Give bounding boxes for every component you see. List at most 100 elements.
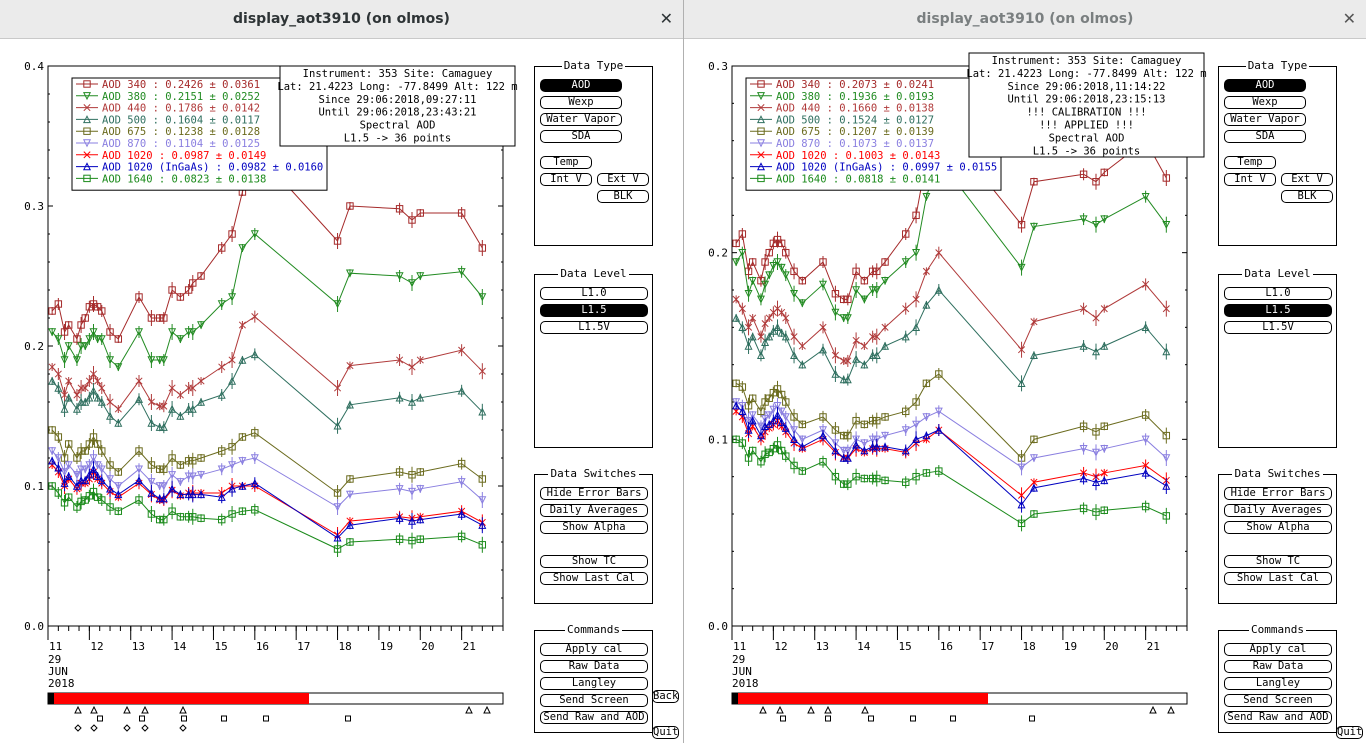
series-line <box>735 401 1167 468</box>
data-point <box>872 351 881 360</box>
data-point <box>839 480 848 488</box>
show-last-cal-button[interactable]: Show Last Cal <box>540 572 648 585</box>
data-point <box>457 209 466 217</box>
int-v-button[interactable]: Int V <box>1224 173 1276 186</box>
ext-v-button[interactable]: Ext V <box>597 173 649 186</box>
data-point <box>176 335 185 344</box>
raw-data-button[interactable]: Raw Data <box>540 660 648 673</box>
hide-error-bars-button[interactable]: Hide Error Bars <box>1224 487 1332 500</box>
hide-error-bars-button[interactable]: Hide Error Bars <box>540 487 648 500</box>
blk-button[interactable]: BLK <box>597 190 649 203</box>
back-button[interactable]: Back <box>652 690 679 703</box>
data-point <box>852 267 860 276</box>
legend-marker <box>757 104 765 112</box>
data-point <box>228 461 237 470</box>
l10-button[interactable]: L1.0 <box>540 287 648 300</box>
wexp-button[interactable]: Wexp <box>1224 96 1306 109</box>
timeline-fill <box>54 693 309 704</box>
event-triangle <box>1167 705 1175 714</box>
close-icon[interactable]: ✕ <box>659 9 673 28</box>
data-point <box>81 314 89 322</box>
apply-cal-button[interactable]: Apply cal <box>1224 643 1332 656</box>
ext-v-button[interactable]: Ext V <box>1281 173 1333 186</box>
l15v-button[interactable]: L1.5V <box>1224 321 1332 334</box>
data-point <box>160 314 168 322</box>
l15-button[interactable]: L1.5 <box>1224 304 1332 317</box>
data-point <box>769 416 778 425</box>
raw-data-button[interactable]: Raw Data <box>1224 660 1332 673</box>
aod-button[interactable]: AOD <box>540 79 622 92</box>
water-vapor-button[interactable]: Water Vapor <box>1224 113 1306 126</box>
data-point <box>922 413 931 422</box>
langley-button[interactable]: Langley <box>540 677 648 690</box>
aod-button[interactable]: AOD <box>1224 79 1306 92</box>
send-screen-button[interactable]: Send Screen <box>540 694 648 707</box>
data-point <box>64 493 73 501</box>
data-point <box>769 239 778 248</box>
event-square <box>345 715 351 722</box>
title-bar[interactable]: display_aot3910 (on olmos) ✕ <box>684 0 1366 39</box>
show-tc-button[interactable]: Show TC <box>1224 555 1332 568</box>
send-raw-aod-button[interactable]: Send Raw and AOD <box>1224 711 1332 724</box>
data-point <box>738 305 746 313</box>
window-right: display_aot3910 (on olmos) ✕ 0.3 0.2 0.1 0.… <box>683 0 1366 743</box>
data-point <box>184 328 193 337</box>
temp-button[interactable]: Temp <box>540 156 592 169</box>
data-point <box>781 271 790 280</box>
data-point <box>765 411 774 420</box>
send-raw-aod-button[interactable]: Send Raw and AOD <box>540 711 648 724</box>
data-point <box>1141 411 1150 419</box>
wexp-button[interactable]: Wexp <box>540 96 622 109</box>
data-point <box>860 474 869 483</box>
data-point <box>1100 506 1108 514</box>
data-point <box>160 465 168 473</box>
l15v-button[interactable]: L1.5V <box>540 321 648 334</box>
title-bar[interactable]: display_aot3910 (on olmos) ✕ <box>0 0 683 39</box>
info-line: L1.5 -> 36 points <box>344 133 451 145</box>
data-point <box>147 510 156 518</box>
data-point <box>1142 280 1150 288</box>
send-screen-button[interactable]: Send Screen <box>1224 694 1332 707</box>
data-point <box>147 356 156 365</box>
data-point <box>782 452 790 460</box>
data-point <box>197 454 205 462</box>
blk-button[interactable]: BLK <box>1281 190 1333 203</box>
l15-button[interactable]: L1.5 <box>540 304 648 317</box>
sda-button[interactable]: SDA <box>1224 130 1306 143</box>
data-point <box>333 300 342 309</box>
legend-label: AOD 500 : 0.1604 ± 0.0117 <box>102 114 260 126</box>
data-point <box>168 328 177 337</box>
apply-cal-button[interactable]: Apply cal <box>540 643 648 656</box>
data-point <box>64 471 73 480</box>
info-box <box>279 65 516 147</box>
int-v-button[interactable]: Int V <box>540 173 592 186</box>
data-point <box>93 440 102 448</box>
show-last-cal-button[interactable]: Show Last Cal <box>1224 572 1332 585</box>
data-point <box>912 472 920 481</box>
data-point <box>250 230 259 239</box>
show-alpha-button[interactable]: Show Alpha <box>1224 521 1332 534</box>
data-point <box>912 295 920 303</box>
langley-button[interactable]: Langley <box>1224 677 1332 690</box>
data-point <box>97 476 106 485</box>
close-icon[interactable]: ✕ <box>1342 9 1356 28</box>
sda-button[interactable]: SDA <box>540 130 622 143</box>
l10-button[interactable]: L1.0 <box>1224 287 1332 300</box>
y-tick-label: 0.1 <box>708 433 728 446</box>
event-triangle <box>759 705 767 714</box>
data-point <box>1162 347 1171 356</box>
legend-label: AOD 870 : 0.1073 ± 0.0137 <box>776 138 934 150</box>
water-vapor-button[interactable]: Water Vapor <box>540 113 622 126</box>
data-point <box>155 465 164 473</box>
daily-averages-button[interactable]: Daily Averages <box>540 504 648 517</box>
show-tc-button[interactable]: Show TC <box>540 555 648 568</box>
data-point <box>738 230 747 238</box>
data-point <box>935 467 943 475</box>
quit-button[interactable]: Quit <box>652 726 679 739</box>
daily-averages-button[interactable]: Daily Averages <box>1224 504 1332 517</box>
legend-marker <box>757 80 765 88</box>
data-point <box>81 496 89 504</box>
quit-button[interactable]: Quit <box>1336 726 1363 739</box>
temp-button[interactable]: Temp <box>1224 156 1276 169</box>
show-alpha-button[interactable]: Show Alpha <box>540 521 648 534</box>
